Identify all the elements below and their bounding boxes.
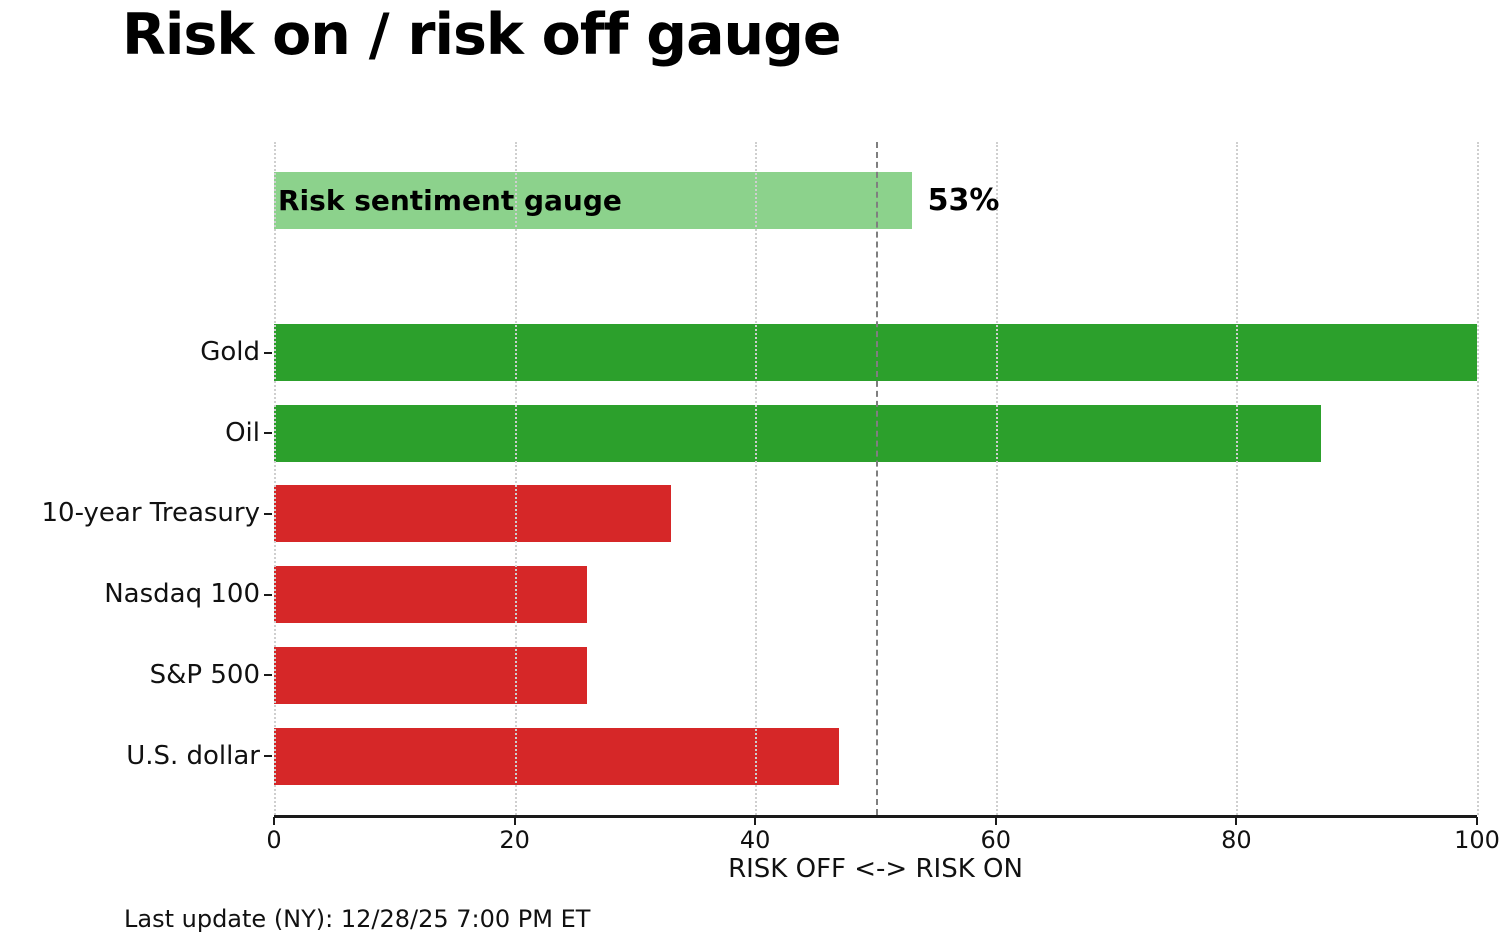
- bar-risk-sentiment-gauge: [274, 172, 912, 229]
- chart-title: Risk on / risk off gauge: [122, 2, 842, 68]
- x-axis-spine: [274, 815, 1477, 818]
- gridline-60: [995, 142, 998, 815]
- x-tick-label-80: 80: [1221, 826, 1252, 854]
- y-label-s-p-500: S&P 500: [149, 659, 260, 690]
- gridline-20: [514, 142, 517, 815]
- bar-u-s-dollar: [274, 727, 840, 785]
- y-label-oil: Oil: [225, 417, 260, 448]
- last-update-note: Last update (NY): 12/28/25 7:00 PM ET: [124, 905, 591, 933]
- x-tick-label-40: 40: [739, 826, 771, 854]
- y-tick-nasdaq-100: [264, 593, 272, 596]
- x-tick-100: [1476, 817, 1478, 825]
- bar-10-year-treasury: [274, 485, 671, 543]
- x-axis-title: RISK OFF <-> RISK ON: [728, 854, 1023, 884]
- y-tick-gold: [264, 351, 272, 354]
- x-tick-40: [754, 817, 757, 825]
- bar-oil: [274, 404, 1321, 462]
- y-tick-u-s-dollar: [264, 755, 272, 757]
- bar-nasdaq-100: [274, 566, 587, 624]
- gauge-label: Risk sentiment gauge: [278, 184, 622, 217]
- gridline-40: [755, 142, 758, 815]
- y-label-10-year-treasury: 10-year Treasury: [41, 498, 261, 529]
- gauge-value-label: 53%: [927, 183, 1000, 218]
- y-tick-oil: [264, 432, 272, 435]
- reference-line-50: [875, 142, 878, 815]
- x-tick-60: [994, 817, 997, 825]
- x-tick-label-100: 100: [1454, 826, 1500, 854]
- x-tick-label-20: 20: [499, 826, 530, 854]
- y-label-nasdaq-100: Nasdaq 100: [104, 579, 260, 610]
- x-tick-20: [513, 817, 516, 825]
- y-tick-10-year-treasury: [264, 512, 272, 515]
- x-tick-label-0: 0: [266, 826, 282, 854]
- x-tick-0: [273, 817, 275, 825]
- plot-area: RISK OFF <-> RISK ON 0 20 40 60 80 100 Risk se…: [42, 142, 1500, 884]
- gridline-0: [274, 142, 276, 815]
- y-label-gold: Gold: [200, 337, 260, 367]
- x-tick-80: [1235, 817, 1238, 825]
- x-tick-label-60: 60: [980, 826, 1012, 854]
- gridline-100: [1477, 142, 1479, 815]
- y-label-u-s-dollar: U.S. dollar: [126, 740, 260, 771]
- y-tick-s-p-500: [264, 674, 272, 677]
- bar-s-p-500: [274, 646, 587, 704]
- gridline-80: [1236, 142, 1239, 815]
